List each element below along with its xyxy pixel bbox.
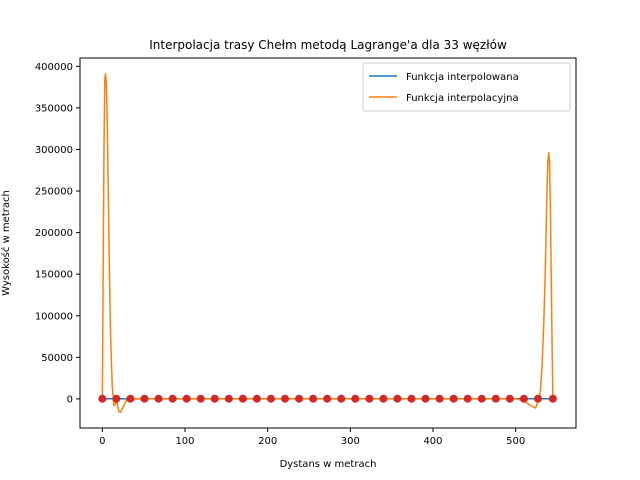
x-tick-label: 200 bbox=[258, 436, 277, 447]
node-marker bbox=[449, 394, 458, 403]
y-tick-label: 150000 bbox=[35, 270, 73, 281]
y-tick-label: 250000 bbox=[35, 187, 73, 198]
y-tick-label: 0 bbox=[67, 394, 73, 405]
plot-frame bbox=[79, 57, 577, 429]
legend-label-interpolating: Funkcja interpolacyjna bbox=[406, 93, 519, 104]
node-marker bbox=[182, 394, 191, 403]
y-tick-label: 100000 bbox=[35, 311, 73, 322]
x-tick-label: 100 bbox=[175, 436, 194, 447]
x-axis: 0 100 200 300 400 500 bbox=[99, 428, 525, 447]
node-marker bbox=[309, 394, 318, 403]
node-marker bbox=[168, 394, 177, 403]
node-marker bbox=[351, 394, 360, 403]
y-tick-label: 350000 bbox=[35, 103, 73, 114]
node-marker bbox=[126, 394, 135, 403]
node-marker bbox=[393, 394, 402, 403]
node-marker bbox=[421, 394, 430, 403]
node-marker bbox=[505, 394, 514, 403]
node-marker bbox=[224, 394, 233, 403]
node-marker bbox=[477, 394, 486, 403]
y-tick-label: 200000 bbox=[35, 228, 73, 239]
node-marker bbox=[491, 394, 500, 403]
legend-label-interpolated: Funkcja interpolowana bbox=[406, 72, 519, 83]
node-marker bbox=[323, 394, 332, 403]
y-axis: 0 50000 100000 150000 200000 250000 300000 3500… bbox=[35, 62, 80, 405]
node-marker bbox=[196, 394, 205, 403]
node-marker bbox=[210, 394, 219, 403]
node-marker bbox=[98, 394, 107, 403]
node-marker bbox=[548, 394, 557, 403]
node-marker bbox=[238, 394, 247, 403]
node-marker bbox=[112, 394, 121, 403]
node-marker bbox=[379, 394, 388, 403]
node-marker bbox=[435, 394, 444, 403]
y-tick-label: 50000 bbox=[41, 353, 73, 364]
y-tick-label: 400000 bbox=[35, 62, 73, 73]
node-marker bbox=[140, 394, 149, 403]
y-axis-label: Wysokość w metrach bbox=[0, 190, 12, 296]
node-marker bbox=[266, 394, 275, 403]
x-tick-label: 400 bbox=[423, 436, 442, 447]
node-marker bbox=[533, 394, 542, 403]
x-tick-label: 0 bbox=[99, 436, 105, 447]
node-marker bbox=[252, 394, 261, 403]
node-marker bbox=[407, 394, 416, 403]
x-axis-label: Dystans w metrach bbox=[280, 459, 377, 470]
node-marker bbox=[365, 394, 374, 403]
node-marker bbox=[281, 394, 290, 403]
x-tick-label: 300 bbox=[341, 436, 360, 447]
node-marker bbox=[519, 394, 528, 403]
node-marker bbox=[337, 394, 346, 403]
node-marker bbox=[295, 394, 304, 403]
plot-area bbox=[98, 73, 557, 413]
node-marker bbox=[154, 394, 163, 403]
node-marker bbox=[463, 394, 472, 403]
x-tick-label: 500 bbox=[506, 436, 525, 447]
legend: Funkcja interpolowana Funkcja interpolac… bbox=[362, 62, 571, 112]
legend-box bbox=[362, 62, 571, 112]
y-tick-label: 300000 bbox=[35, 145, 73, 156]
chart-title: Interpolacja trasy Chełm metodą Lagrange… bbox=[149, 38, 507, 52]
